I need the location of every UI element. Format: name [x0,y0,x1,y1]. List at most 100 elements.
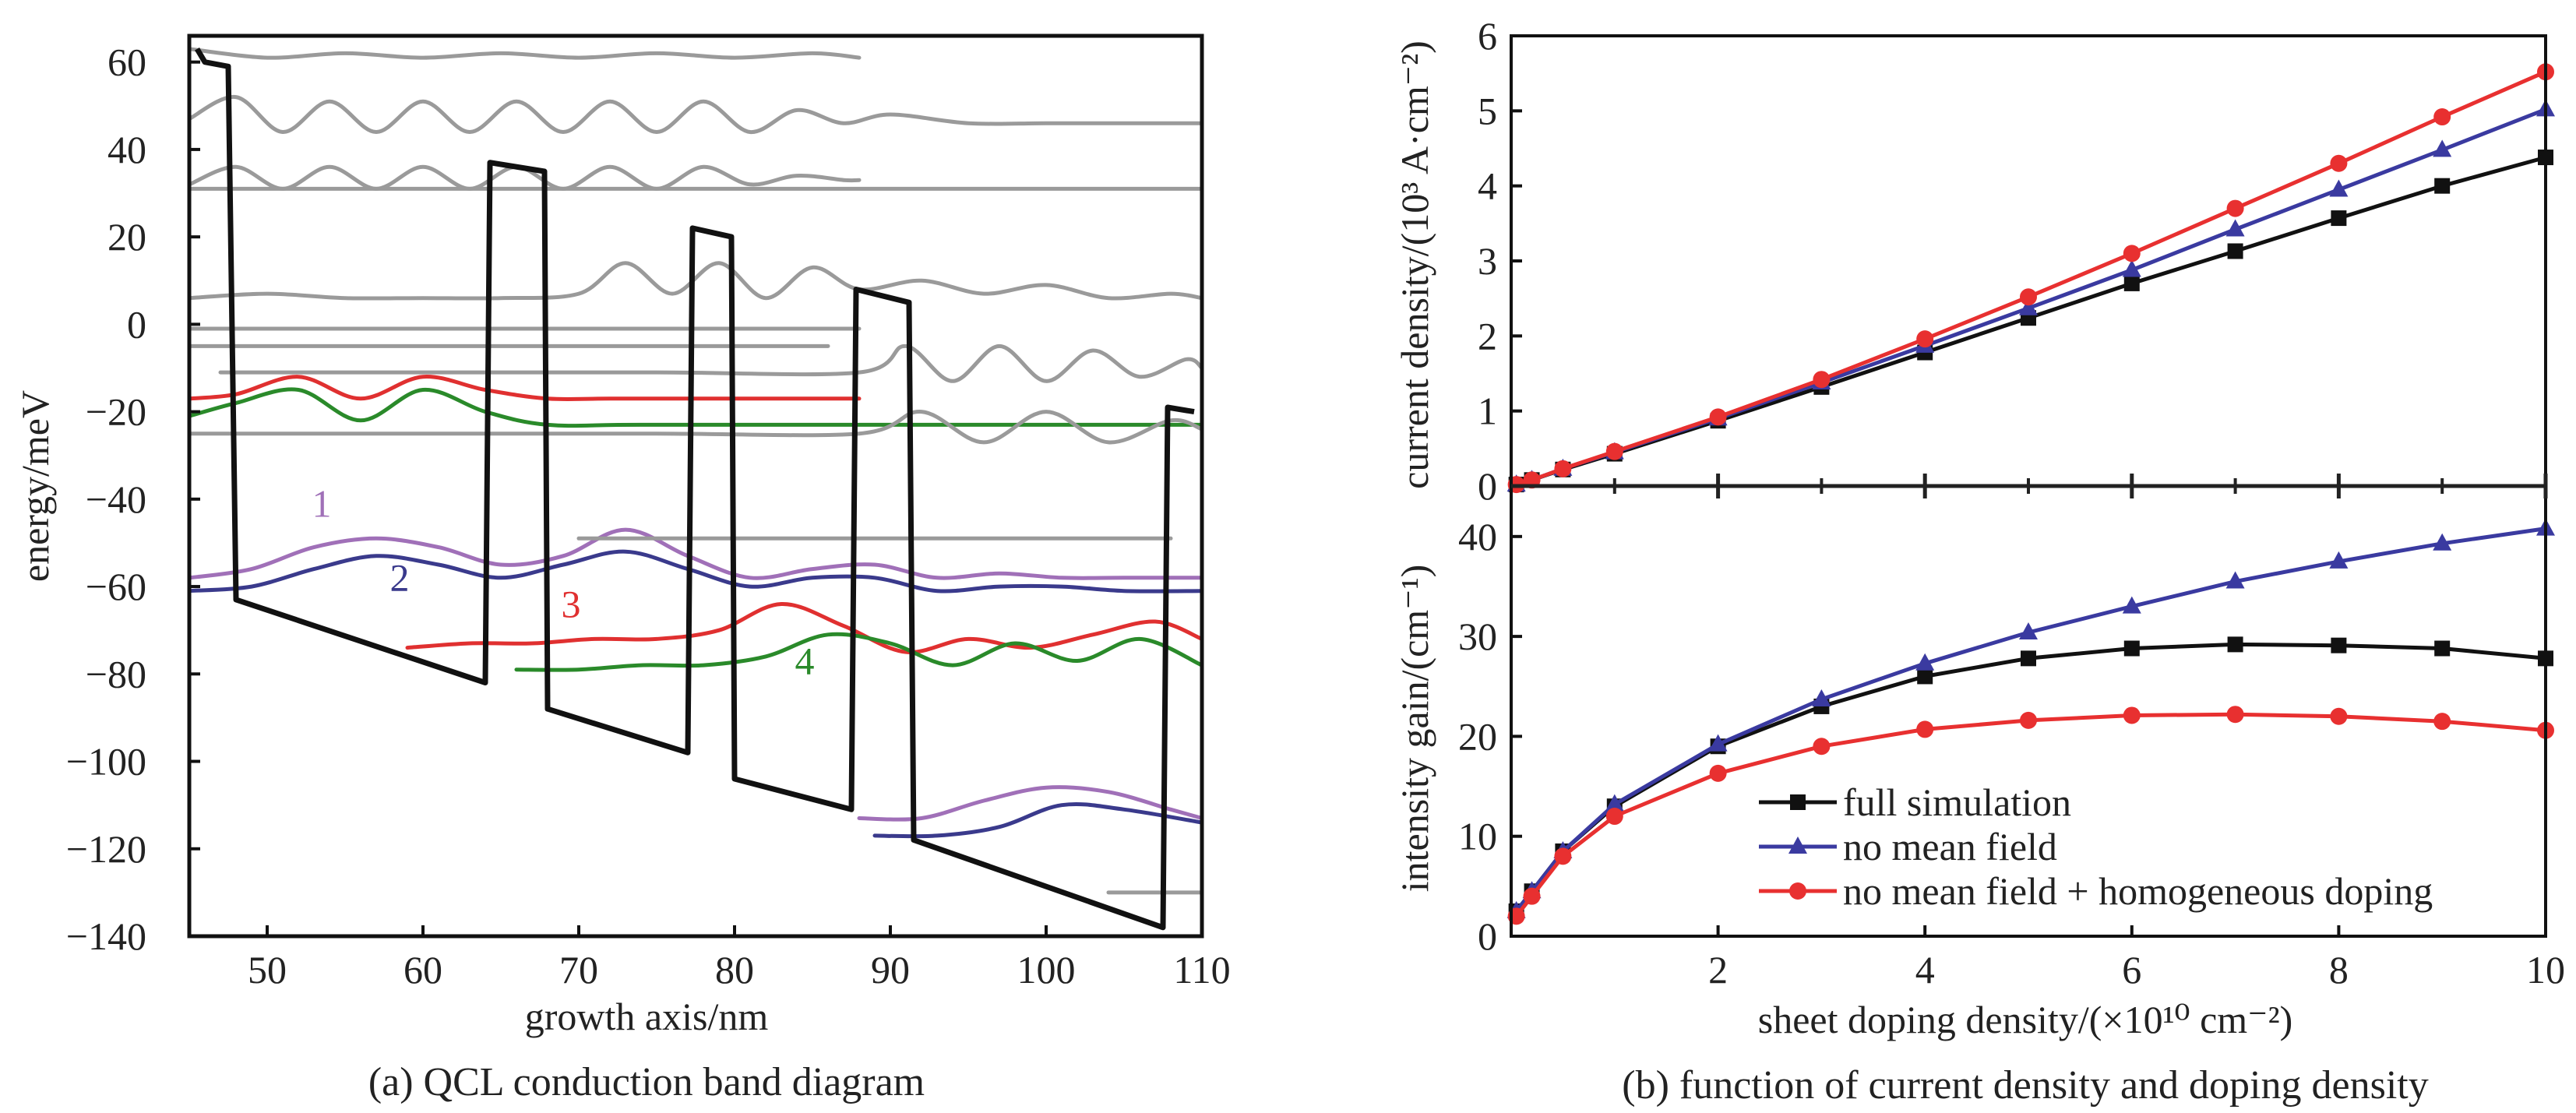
data-point [2123,640,2140,657]
legend-label: full simulation [1843,780,2071,824]
state-label-2: 2 [390,556,410,600]
legend-label: no mean field + homogeneous doping [1843,869,2433,913]
legend-marker [1789,882,1806,900]
data-point [2433,533,2452,551]
y-tick-label: −140 [66,914,146,958]
data-point [1813,371,1831,389]
y-tick-label: 1 [1478,389,1497,433]
state-4-curve [514,632,1204,672]
data-point [2329,551,2349,569]
data-point [2225,571,2245,589]
x-tick-label: 6 [2122,948,2141,991]
doping-caption: (b) function of current density and dopi… [1622,1063,2428,1108]
y-tick-label: 5 [1478,89,1497,132]
x-tick-label: 2 [1708,948,1728,991]
x-tick-label: 70 [559,948,598,991]
grey-3-curve [187,164,862,191]
data-point [2433,139,2452,157]
y-tick-label: 0 [1478,464,1497,508]
data-point [1523,887,1541,905]
x-tick-label: 90 [871,948,910,991]
x-tick-label: 4 [1915,948,1935,991]
data-point [2227,636,2243,653]
x-tick-label: 80 [715,948,754,991]
data-point [2123,275,2140,291]
y-tick-label: 3 [1478,239,1497,283]
data-point [2123,245,2141,262]
band-diagram-y-axis-title: energy/meV [13,390,57,582]
data-point [2021,650,2036,667]
data-point [2330,154,2348,172]
x-tick-label: 10 [2526,948,2565,991]
legend-label: no mean field [1843,825,2057,868]
state-label-3: 3 [562,582,581,625]
data-point [2020,711,2037,729]
y-tick-label: −60 [86,565,146,608]
series-line [1515,69,2546,487]
band-diagram-x-axis-title: growth axis/nm [525,995,769,1038]
x-tick-label: 100 [1017,948,1076,991]
state-label-4: 4 [795,639,815,682]
y-tick-label: 60 [107,41,146,84]
legend-entry: full simulation [1759,780,2071,824]
band-diagram-y-ticks: 60 40 20 0 −20 −40 −60 −80 −100 −120 −140 [66,41,200,958]
y-tick-label: 30 [1458,615,1497,658]
data-point [1554,460,1572,477]
data-point [2329,179,2349,197]
data-point [1709,408,1727,426]
y-tick-label: −100 [66,740,146,784]
data-point [1916,330,1934,348]
legend-entry: no mean field [1759,825,2057,868]
data-point [2226,199,2244,217]
intensity-gain-plot [1506,518,2555,925]
y-tick-label: 4 [1478,164,1497,208]
current-density-plot [1506,63,2555,494]
data-point [2020,288,2037,306]
band-diagram-caption: (a) QCL conduction band diagram [368,1060,925,1104]
data-point [1709,764,1727,782]
data-point [2434,178,2451,194]
data-point [2227,243,2243,259]
data-point [1813,738,1831,756]
grey-8-curve [218,343,1204,383]
grey-5-curve [187,261,1204,301]
data-point [2019,298,2038,315]
y-tick-label: 0 [127,302,146,346]
data-point [1812,689,1831,706]
doping-panel: 0 1 2 3 4 5 6 0 10 20 30 40 2 4 6 8 10 current density/(… [1393,14,2565,1108]
conduction-band-edge [194,48,1195,931]
data-point [2122,596,2141,614]
x-tick-label: 60 [403,948,442,991]
band-diagram-frame [187,33,1204,939]
data-point [2331,637,2347,653]
legend-entry: no mean field + homogeneous doping [1759,869,2433,913]
y-tick-label: 40 [107,128,146,171]
y-tick-label: −40 [86,477,146,521]
data-point [2226,706,2244,724]
data-point [1915,653,1935,671]
y-tick-label: 0 [1478,914,1497,958]
upper-red-curve [187,375,862,402]
legend-marker [1788,837,1807,854]
lower-right-blue-curve [872,801,1204,839]
y-tick-label: 40 [1458,515,1497,558]
grey-1-curve [187,47,862,60]
y-tick-label: −80 [86,652,146,696]
y-tick-label: −120 [66,827,146,871]
data-point [2330,707,2348,725]
x-tick-label: 50 [248,948,287,991]
grey-9-curve [187,410,1204,445]
data-point [1917,668,1933,685]
state-label-1: 1 [312,481,332,525]
data-point [2434,640,2451,657]
data-point [2225,219,2245,237]
data-point [2123,706,2141,724]
grey-2-curve [187,95,1204,135]
y-tick-label: 20 [107,215,146,259]
data-point [1605,808,1623,826]
band-diagram-state-labels: 1 2 3 4 [312,481,815,682]
y-tick-label: 6 [1478,14,1497,58]
band-diagram-plot-area [187,47,1204,931]
